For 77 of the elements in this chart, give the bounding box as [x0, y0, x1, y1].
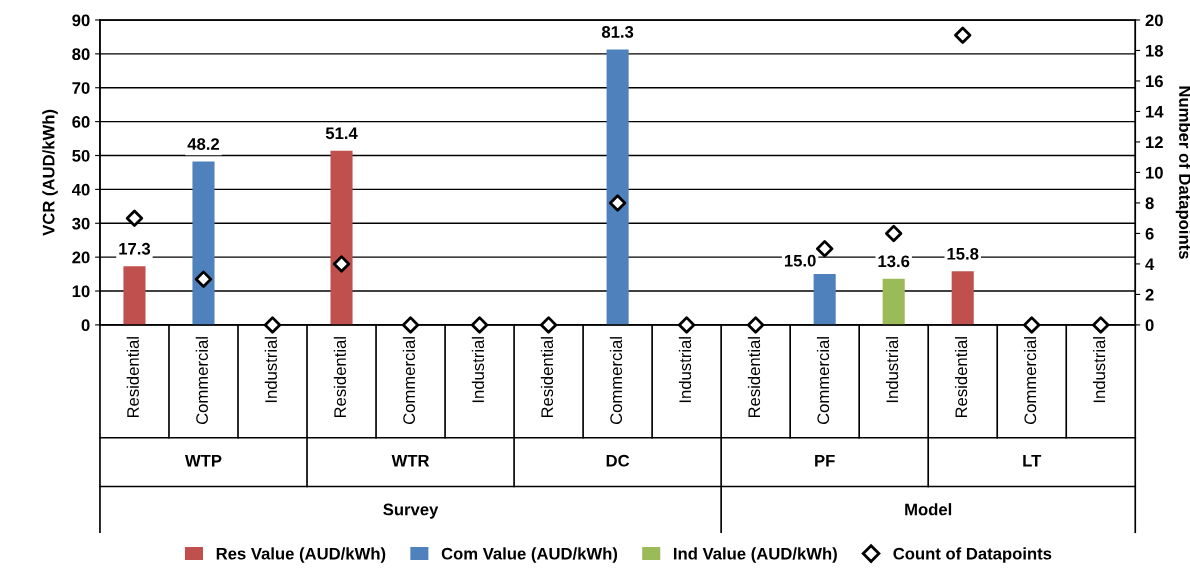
- y-tick-label: 30: [72, 217, 90, 230]
- point: [816, 240, 834, 258]
- x-tick-label: Commercial: [402, 337, 416, 425]
- x-tick-label: Commercial: [1023, 337, 1037, 425]
- bar: [882, 278, 905, 325]
- legend-label: Ind Value (AUD/kWh): [674, 547, 837, 563]
- text: DC: [606, 454, 630, 467]
- point: [125, 209, 144, 227]
- x-tick-label: Industrial: [885, 337, 899, 403]
- y2-tick-label: 0: [1145, 319, 1154, 332]
- data-label: 81.3: [601, 26, 634, 38]
- text: Survey: [383, 503, 439, 519]
- text: LT: [1023, 454, 1042, 467]
- point: [1023, 316, 1041, 334]
- point: [677, 316, 696, 334]
- data-label: 15.8: [947, 247, 979, 260]
- data-label: 13.6: [878, 255, 910, 268]
- text: PF: [815, 454, 835, 467]
- data-label: 17.3: [119, 242, 151, 255]
- x-tick-label: Residential: [954, 337, 968, 418]
- x-tick-label: Industrial: [1092, 337, 1106, 403]
- x-tick-label: Industrial: [678, 337, 692, 403]
- bar: [606, 49, 629, 325]
- y-tick-label: 20: [72, 251, 90, 264]
- point: [332, 255, 351, 273]
- point: [1092, 316, 1110, 334]
- x-tick-label: Commercial: [609, 337, 623, 425]
- y-axis-title: VCR (AUD/kWh): [42, 109, 58, 236]
- y2-tick-label: 4: [1145, 258, 1155, 270]
- bar: [192, 161, 215, 325]
- point: [746, 316, 765, 334]
- y2-tick-label: 2: [1145, 288, 1154, 301]
- point: [539, 316, 558, 334]
- data-label: 15.0: [784, 254, 816, 267]
- x-tick-label: Commercial: [816, 337, 830, 425]
- y-tick-label: 50: [72, 149, 90, 162]
- y-tick-label: 90: [72, 14, 90, 27]
- x-tick-label: Residential: [126, 337, 139, 418]
- y-tick-label: 60: [72, 116, 90, 128]
- legend-label: Count of Datapoints: [893, 547, 1052, 563]
- y-tick-label: 10: [72, 285, 90, 298]
- bar: [813, 274, 836, 325]
- y2-tick-label: 12: [1146, 136, 1163, 148]
- point: [401, 316, 420, 334]
- point: [470, 316, 489, 334]
- y2-tick-label: 14: [1146, 106, 1164, 118]
- y-tick-label: 0: [81, 319, 90, 332]
- point: [954, 26, 972, 44]
- y2-tick-label: 16: [1146, 75, 1163, 88]
- y2-tick-label: 20: [1145, 14, 1163, 27]
- x-tick-label: Residential: [747, 337, 761, 418]
- y-tick-label: 70: [72, 82, 90, 94]
- x-tick-label: Residential: [540, 337, 554, 418]
- x-tick-label: Commercial: [195, 337, 208, 425]
- y2-tick-label: 10: [1146, 166, 1163, 179]
- point: [263, 316, 282, 334]
- legend-label: Com Value (AUD/kWh): [441, 547, 618, 563]
- text: Model: [905, 503, 952, 516]
- data-label: 51.4: [325, 127, 358, 140]
- y-tick-label: 80: [72, 48, 90, 61]
- legend-label: Res Value (AUD/kWh): [216, 547, 386, 563]
- point: [885, 224, 903, 243]
- bar: [951, 271, 974, 325]
- data-label: 48.2: [187, 138, 220, 150]
- y2-tick-label: 6: [1145, 227, 1154, 240]
- x-tick-label: Industrial: [264, 337, 277, 403]
- bar: [330, 150, 353, 325]
- text: WTR: [391, 454, 430, 467]
- y2-tick-label: 18: [1146, 44, 1164, 57]
- point: [194, 270, 213, 288]
- x-tick-label: Residential: [333, 337, 346, 418]
- point: [608, 194, 627, 212]
- bar: [123, 266, 146, 325]
- y-tick-label: 40: [71, 183, 90, 196]
- x-tick-label: Industrial: [471, 337, 485, 403]
- y2-tick-label: 8: [1145, 197, 1154, 210]
- text: WTP: [184, 454, 222, 467]
